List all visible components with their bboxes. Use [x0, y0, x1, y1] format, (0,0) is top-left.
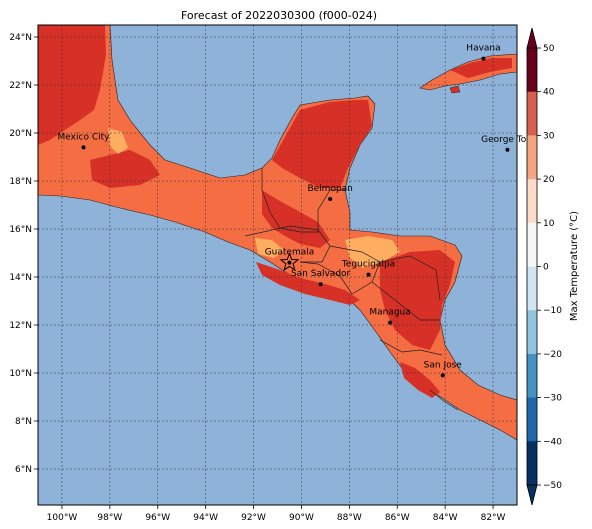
- colorbar-band: [527, 48, 537, 93]
- country-borders: [244, 168, 459, 411]
- colorbar-tick-label: −20: [543, 350, 562, 360]
- temp-zone-isthmus: [262, 190, 330, 248]
- lon-tick-label: 100°W: [47, 513, 78, 523]
- colorbar-tick-label: −30: [543, 394, 562, 404]
- lon-tick-label: 82°W: [481, 513, 506, 523]
- colorbar-band: [527, 179, 537, 224]
- temp-zone-cuba: [450, 58, 512, 78]
- city-dot: [440, 373, 445, 378]
- colorbar-tick-label: 30: [543, 131, 555, 141]
- lon-tick-label: 92°W: [241, 513, 266, 523]
- city-label: Tegucigalpa: [341, 260, 395, 270]
- gridlines: [38, 25, 517, 505]
- lat-tick-label: 10°N: [9, 369, 32, 379]
- colorbar-tick-label: −40: [543, 437, 562, 447]
- colorbar-band: [527, 135, 537, 180]
- lon-tick-label: 84°W: [433, 513, 458, 523]
- colorbar-band: [527, 441, 537, 486]
- temp-zone-mexico-mid: [90, 150, 160, 188]
- city-label: Guatemala: [265, 248, 315, 258]
- capital-star-icon: [279, 252, 300, 272]
- colorbar-tick-label: 50: [543, 44, 555, 54]
- lat-tick-label: 18°N: [9, 177, 32, 187]
- city-label: Belmopan: [307, 184, 352, 194]
- city-dot: [81, 145, 86, 150]
- colorbar-band: [527, 222, 537, 267]
- colorbar-band: [527, 353, 537, 399]
- map-title: Forecast of 2022030300 (f000-024): [181, 9, 377, 22]
- map-frame: [37, 24, 518, 506]
- city-dot: [388, 320, 393, 325]
- city-dot: [318, 282, 323, 287]
- lat-tick-label: 14°N: [9, 273, 32, 283]
- colorbar-band: [527, 91, 537, 136]
- city-label: Havana: [466, 44, 500, 54]
- lat-tick-label: 16°N: [9, 225, 32, 235]
- city-label: Managua: [369, 308, 410, 318]
- temp-zone-highland-mx: [108, 128, 128, 154]
- lon-tick-label: 98°W: [97, 513, 122, 523]
- colorbar-band: [527, 310, 537, 355]
- lon-tick-label: 88°W: [337, 513, 362, 523]
- colorbar-min-extension: [526, 484, 538, 506]
- colorbar-band: [527, 266, 537, 311]
- temp-zone-highland-hn: [345, 236, 400, 268]
- landmass-mexico: [38, 25, 517, 441]
- city-dot: [287, 260, 292, 265]
- longitude-tick-labels: 100°W 98°W 96°W 94°W 92°W 90°W 88°W 86°W 84°W 82°…: [47, 505, 506, 523]
- city-dot: [366, 272, 371, 277]
- city-label: San Salvador: [291, 269, 351, 279]
- colorbar-tick-label: −10: [543, 306, 562, 316]
- colorbar-tick-label: 40: [543, 88, 555, 98]
- city-label: George Tow: [481, 135, 534, 145]
- colorbar-label: Max Temperature (°C): [569, 211, 580, 321]
- colorbar: 50 40 30 20 10 0 −10 −20 −30 −40 −50 Max Temperatu…: [526, 27, 580, 506]
- colorbar-tick-label: 20: [543, 175, 555, 185]
- colorbar-tick-label: 0: [543, 263, 549, 273]
- city-dot: [328, 197, 333, 201]
- lat-tick-label: 8°N: [15, 417, 32, 427]
- lat-tick-label: 6°N: [15, 465, 32, 475]
- temp-zone-costarica: [400, 362, 440, 398]
- latitude-tick-labels: 24°N 22°N 20°N 18°N 16°N 14°N 12°N 10°N 8°N 6°N: [9, 33, 38, 475]
- lon-tick-label: 86°W: [385, 513, 410, 523]
- map-panel: Havana Mexico City George Tow Belmopan Guate…: [37, 24, 534, 506]
- temp-zone-yucatan: [272, 100, 372, 188]
- city-label: San Jose: [424, 360, 463, 370]
- colorbar-band: [527, 397, 537, 442]
- lon-tick-label: 96°W: [145, 513, 170, 523]
- colorbar-tick-label: 10: [543, 219, 555, 229]
- temp-zone-highland-gt: [255, 238, 284, 258]
- landmass-isla-juventud: [449, 85, 461, 94]
- colorbar-tick-label: −50: [543, 481, 562, 491]
- lat-tick-label: 24°N: [9, 33, 32, 43]
- colorbar-max-extension: [526, 27, 538, 49]
- city-markers: Havana Mexico City George Tow Belmopan Guate…: [58, 44, 534, 378]
- temp-zone-pacific: [256, 262, 360, 305]
- city-label: Mexico City: [58, 132, 111, 142]
- city-dot: [505, 147, 510, 152]
- lat-tick-label: 20°N: [9, 129, 32, 139]
- lat-tick-label: 12°N: [9, 321, 32, 331]
- lat-tick-label: 22°N: [9, 81, 32, 91]
- lon-tick-label: 94°W: [193, 513, 218, 523]
- lon-tick-label: 90°W: [289, 513, 314, 523]
- city-dot: [481, 56, 486, 61]
